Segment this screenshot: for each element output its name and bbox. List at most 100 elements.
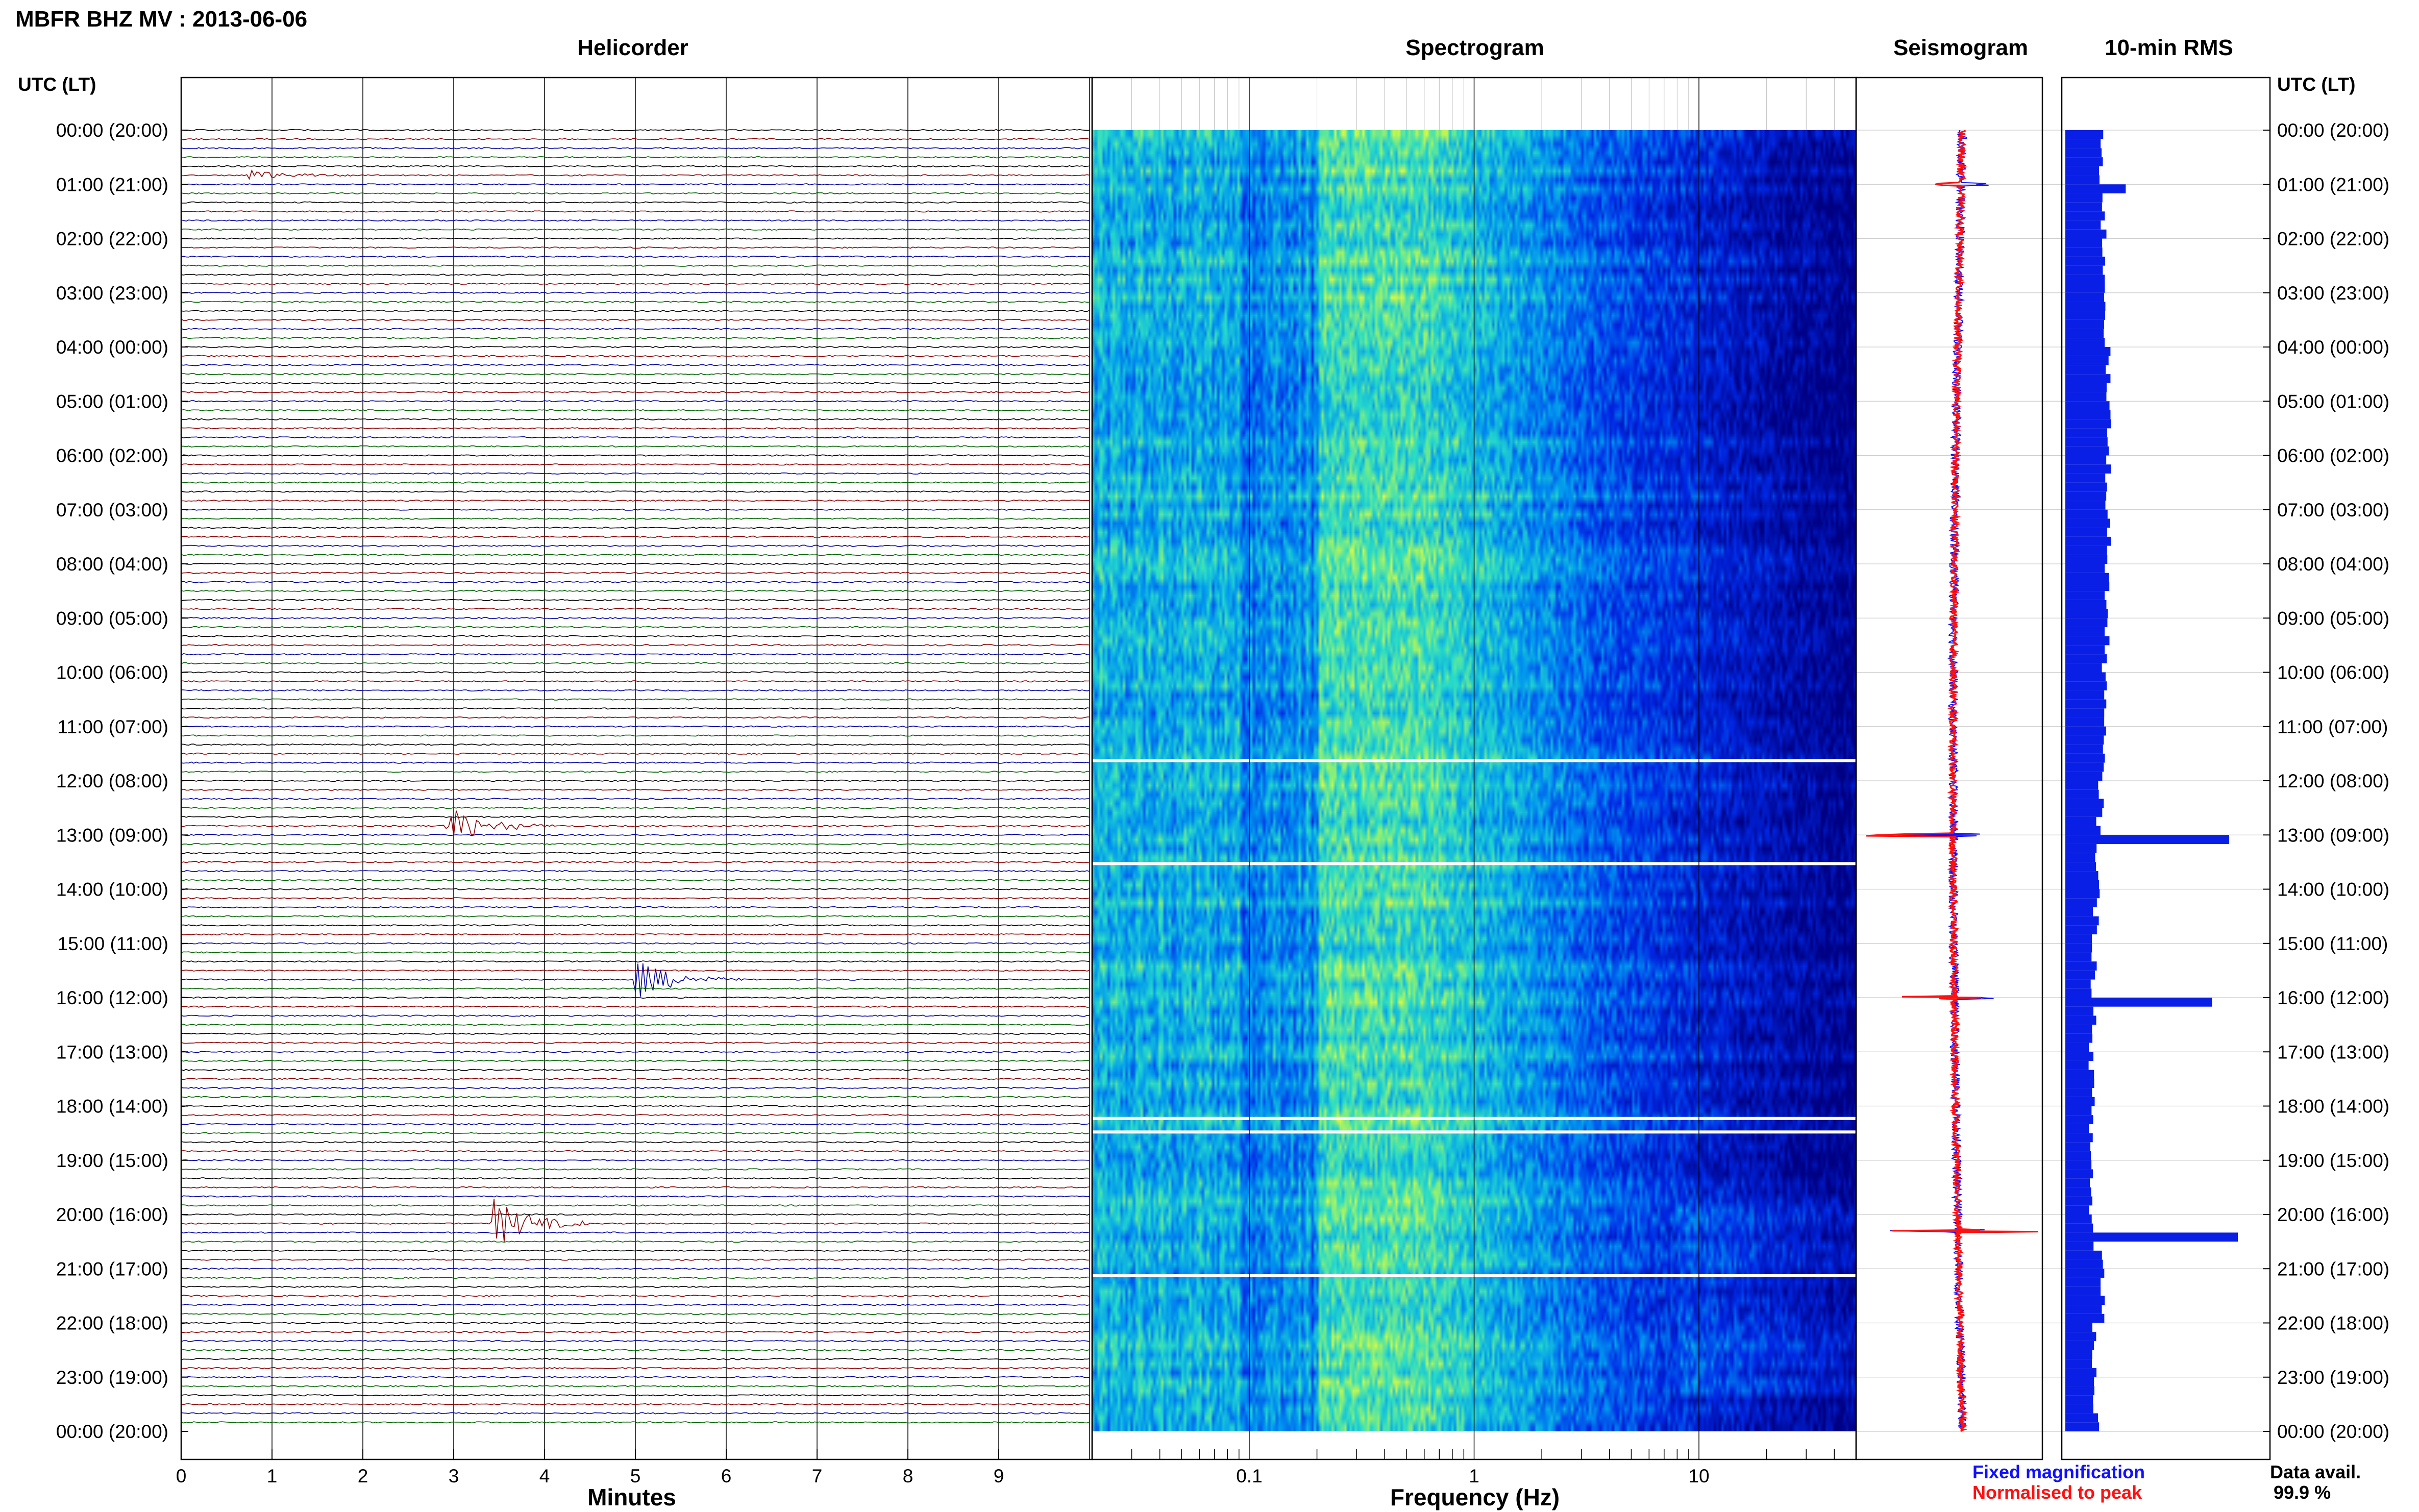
helicorder-trace bbox=[181, 1159, 1090, 1161]
helicorder-trace bbox=[181, 806, 1090, 809]
helicorder-trace bbox=[181, 1295, 1090, 1297]
helicorder-trace bbox=[181, 527, 1090, 529]
helicorder-trace bbox=[181, 1412, 1090, 1415]
rms-bar bbox=[2065, 139, 2101, 148]
helicorder-trace bbox=[181, 1340, 1090, 1343]
time-label-left: 14:00 (10:00) bbox=[56, 879, 168, 900]
rms-panel bbox=[2062, 130, 2270, 1432]
rms-bar bbox=[2065, 482, 2107, 492]
helicorder-trace bbox=[181, 328, 1090, 330]
left-axis-label: UTC (LT) bbox=[18, 74, 96, 95]
helicorder-trace bbox=[181, 156, 1090, 159]
helicorder-trace bbox=[181, 942, 1090, 945]
helicorder-trace bbox=[181, 1312, 1090, 1315]
time-label-left: 02:00 (22:00) bbox=[56, 229, 168, 250]
helicorder-trace bbox=[181, 490, 1090, 493]
helicorder-trace bbox=[181, 427, 1090, 430]
helicorder-trace bbox=[181, 1385, 1090, 1387]
rms-bar bbox=[2065, 699, 2107, 709]
time-label-right: 21:00 (17:00) bbox=[2277, 1258, 2389, 1279]
rms-bar bbox=[2065, 618, 2108, 627]
minute-tick-label: 7 bbox=[812, 1466, 823, 1486]
rms-bar bbox=[2065, 1232, 2238, 1242]
rms-bar bbox=[2065, 1395, 2093, 1404]
rms-bar bbox=[2065, 1151, 2091, 1160]
data-availability-value: 99.9 % bbox=[2274, 1482, 2331, 1503]
helicorder-trace bbox=[181, 310, 1090, 312]
rms-bar bbox=[2065, 690, 2105, 700]
helicorder-trace bbox=[181, 418, 1090, 420]
helicorder-trace bbox=[181, 626, 1090, 629]
frequency-tick-label: 10 bbox=[1688, 1466, 1709, 1486]
rms-bar bbox=[2065, 672, 2106, 682]
rms-bar bbox=[2065, 157, 2103, 166]
rms-bar bbox=[2065, 1033, 2093, 1043]
rms-bar bbox=[2065, 1259, 2103, 1269]
helicorder-trace bbox=[181, 798, 1090, 800]
time-label-left: 22:00 (18:00) bbox=[56, 1313, 168, 1334]
rms-bar bbox=[2065, 1341, 2094, 1350]
seismogram-normalised-trace bbox=[1866, 130, 2039, 1432]
rms-bar bbox=[2065, 1124, 2089, 1133]
helicorder-trace bbox=[181, 725, 1090, 728]
rms-bar bbox=[2065, 591, 2105, 600]
rms-bar bbox=[2065, 1115, 2093, 1124]
helicorder-trace bbox=[181, 246, 1090, 249]
helicorder-trace bbox=[181, 1086, 1090, 1089]
rms-bar bbox=[2065, 1187, 2091, 1197]
rms-bar bbox=[2065, 844, 2097, 853]
helicorder-trace bbox=[181, 1285, 1090, 1288]
rms-bar bbox=[2065, 717, 2105, 727]
time-label-right: 11:00 (07:00) bbox=[2277, 716, 2388, 737]
rms-bar bbox=[2065, 1097, 2095, 1106]
rms-bar bbox=[2065, 1133, 2093, 1143]
rms-bar bbox=[2065, 745, 2103, 754]
rms-bar bbox=[2065, 961, 2097, 971]
rms-bar bbox=[2065, 265, 2103, 275]
spectrogram-panel bbox=[1092, 78, 1857, 1459]
time-label-left: 13:00 (09:00) bbox=[56, 825, 168, 846]
helicorder-trace bbox=[181, 373, 1090, 376]
rms-bar bbox=[2065, 970, 2095, 980]
time-label-left: 12:00 (08:00) bbox=[56, 771, 168, 791]
rms-bar bbox=[2065, 871, 2099, 880]
rms-bar bbox=[2065, 880, 2100, 889]
helicorder-trace bbox=[181, 810, 1090, 836]
helicorder-trace bbox=[181, 1051, 1090, 1053]
minute-tick-label: 9 bbox=[994, 1466, 1004, 1486]
rms-bar bbox=[2065, 1079, 2094, 1088]
rms-bar bbox=[2065, 338, 2105, 347]
helicorder-trace bbox=[181, 1322, 1090, 1324]
helicorder-trace bbox=[181, 554, 1090, 556]
rms-bar bbox=[2065, 1386, 2094, 1396]
rms-bar bbox=[2065, 1368, 2096, 1377]
helicorder-trace bbox=[181, 445, 1090, 448]
time-label-right: 06:00 (02:00) bbox=[2277, 445, 2389, 466]
helicorder-trace bbox=[181, 608, 1090, 610]
rms-bar bbox=[2065, 419, 2111, 429]
rms-bar bbox=[2065, 808, 2103, 817]
helicorder-trace bbox=[181, 169, 1090, 180]
helicorder-trace bbox=[181, 391, 1090, 393]
rms-bar bbox=[2065, 347, 2111, 356]
helicorder-trace bbox=[181, 1014, 1090, 1017]
helicorder-trace bbox=[181, 1096, 1090, 1098]
helicorder-trace bbox=[181, 1331, 1090, 1333]
rms-bar bbox=[2065, 789, 2099, 799]
helicorder-trace bbox=[181, 1177, 1090, 1180]
helicorder-trace bbox=[181, 499, 1090, 502]
time-label-left: 05:00 (01:00) bbox=[56, 391, 168, 412]
rms-bar bbox=[2065, 998, 2212, 1007]
rms-bar bbox=[2065, 1286, 2101, 1296]
rms-bar bbox=[2065, 663, 2102, 673]
rms-bar bbox=[2065, 446, 2109, 456]
rms-bar bbox=[2065, 781, 2099, 790]
helicorder-trace bbox=[181, 960, 1090, 963]
helicorder-trace bbox=[181, 228, 1090, 231]
helicorder-trace bbox=[181, 1023, 1090, 1026]
time-label-right: 20:00 (16:00) bbox=[2277, 1204, 2389, 1225]
helicorder-trace bbox=[181, 680, 1090, 683]
helicorder-trace bbox=[181, 1367, 1090, 1370]
rms-bar bbox=[2065, 1214, 2092, 1224]
